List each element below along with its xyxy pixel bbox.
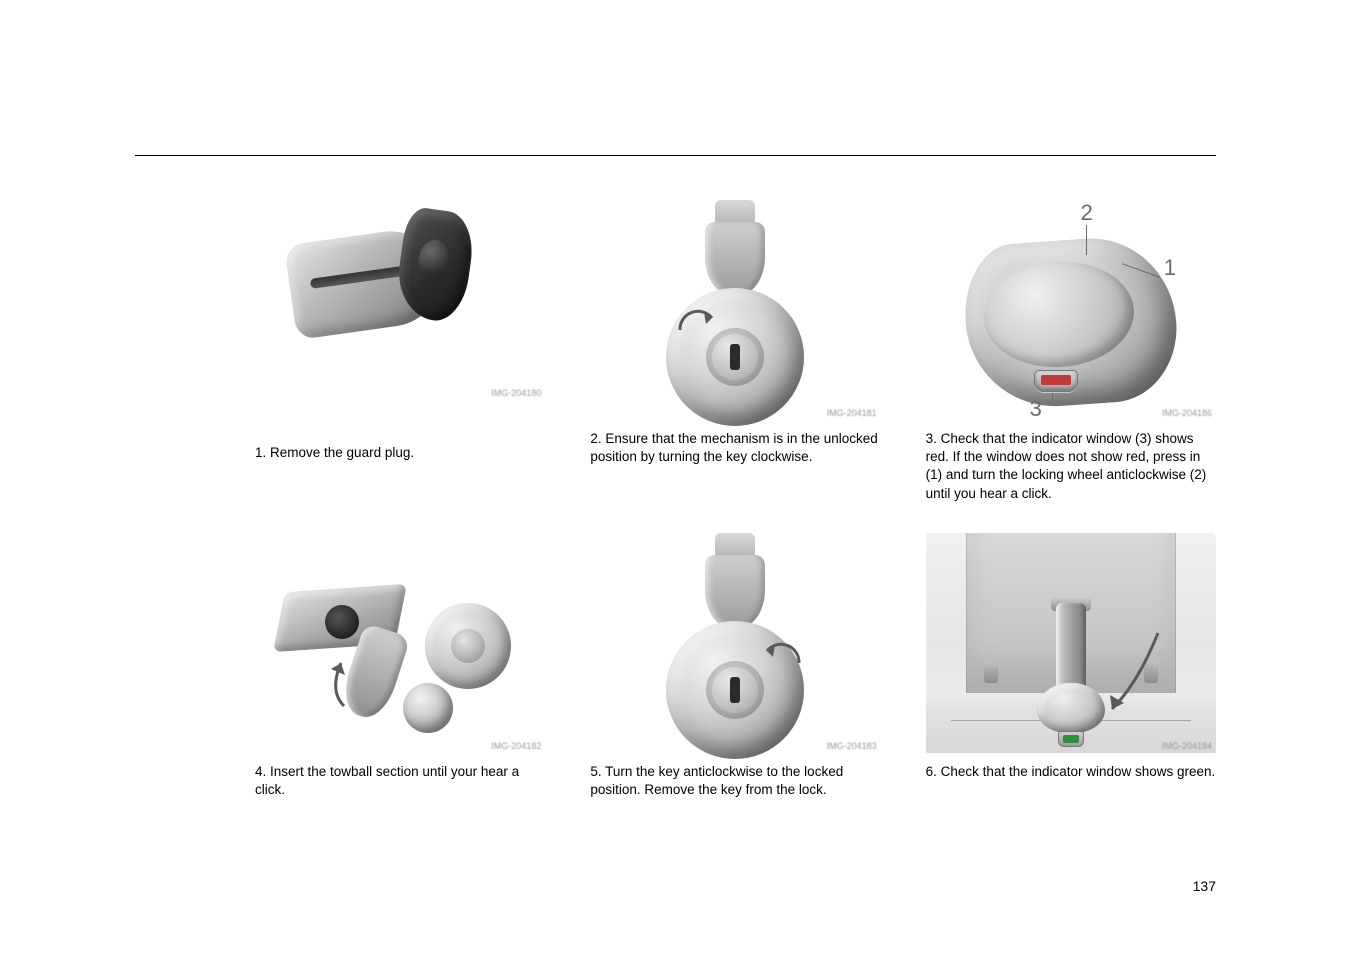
figure-1: IMG-204180 — [255, 200, 545, 400]
page-number: 137 — [1193, 878, 1216, 894]
step-5: IMG-204183 5. Turn the key anticlockwise… — [590, 533, 880, 799]
label-2: 2 — [1081, 200, 1093, 226]
step-2: IMG-204181 2. Ensure that the mechanism … — [590, 200, 880, 503]
figure-5-ref: IMG-204183 — [827, 741, 877, 751]
figure-1-ref: IMG-204180 — [491, 388, 541, 398]
label-3: 3 — [1030, 396, 1042, 422]
step-3: 1 2 3 IMG-204186 3. Check that the indic… — [926, 200, 1216, 503]
lock-neck — [705, 222, 765, 297]
figure-5: IMG-204183 — [590, 533, 880, 753]
header-rule — [135, 155, 1216, 156]
towball-lock-knob — [425, 603, 511, 689]
label-1: 1 — [1164, 255, 1176, 281]
lock-neck — [705, 555, 765, 630]
figure-6-ref: IMG-204184 — [1162, 741, 1212, 751]
mount-bolt-left — [984, 661, 998, 683]
clockwise-arrow-icon — [668, 300, 728, 360]
figure-4: IMG-204182 — [255, 533, 545, 753]
keyhole-icon — [730, 344, 740, 370]
caption-3: 3. Check that the indicator window (3) s… — [926, 430, 1216, 503]
keyhole-icon — [730, 677, 740, 703]
figure-4-ref: IMG-204182 — [491, 741, 541, 751]
towbar-knob — [1037, 683, 1105, 733]
figure-2: IMG-204181 — [590, 200, 880, 420]
insert-arrow-icon — [319, 651, 369, 711]
caption-1: 1. Remove the guard plug. — [255, 444, 545, 462]
anticlockwise-arrow-icon — [751, 633, 811, 693]
caption-2: 2. Ensure that the mechanism is in the u… — [590, 430, 880, 466]
leader-2 — [1086, 225, 1087, 255]
caption-5: 5. Turn the key anticlockwise to the loc… — [590, 763, 880, 799]
indicator-arrow-icon — [1098, 623, 1168, 723]
step-1: IMG-204180 1. Remove the guard plug. — [255, 200, 545, 503]
figure-2-ref: IMG-204181 — [827, 408, 877, 418]
manual-page: IMG-204180 1. Remove the guard plug. IMG… — [0, 0, 1351, 954]
caption-6: 6. Check that the indicator window shows… — [926, 763, 1216, 781]
leader-3 — [1052, 393, 1053, 401]
caption-4: 4. Insert the towball section until your… — [255, 763, 545, 799]
indicator-window-green — [1058, 731, 1084, 747]
figure-6: IMG-204184 — [926, 533, 1216, 753]
content-grid: IMG-204180 1. Remove the guard plug. IMG… — [255, 200, 1216, 799]
figure-3: 1 2 3 IMG-204186 — [926, 200, 1216, 420]
towball — [403, 683, 453, 733]
step-4: IMG-204182 4. Insert the towball section… — [255, 533, 545, 799]
step-6: IMG-204184 6. Check that the indicator w… — [926, 533, 1216, 799]
indicator-window-red — [1034, 370, 1078, 392]
figure-3-ref: IMG-204186 — [1162, 408, 1212, 418]
